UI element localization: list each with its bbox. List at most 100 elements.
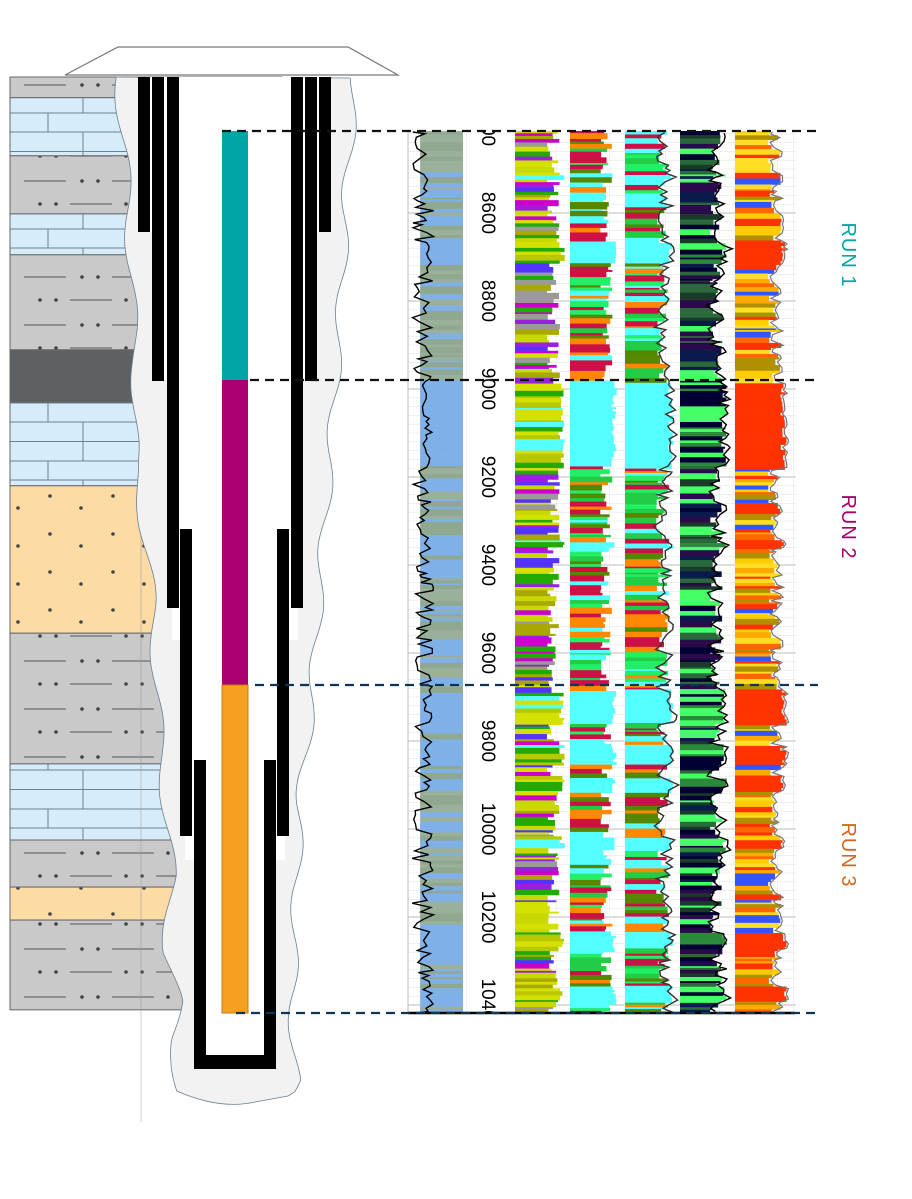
log-fill-band	[680, 300, 717, 303]
log-fill-band	[570, 764, 613, 770]
log-fill-band	[515, 929, 550, 933]
log-fill-band	[625, 423, 671, 426]
log-fill-band	[570, 301, 609, 308]
log-fill-band	[570, 516, 608, 521]
log-fill-band	[735, 583, 775, 587]
log-fill-band	[570, 966, 607, 972]
log-fill-band	[735, 740, 770, 747]
log-fill-band	[625, 669, 659, 672]
log-fill-band	[735, 273, 769, 280]
log-fill-band	[515, 573, 559, 580]
log-fill-band	[680, 966, 720, 969]
log-fill-band	[680, 632, 717, 635]
log-fill-band	[625, 955, 669, 960]
log-fill-band	[625, 610, 661, 615]
log-fill-band	[420, 212, 463, 217]
log-fill-band	[680, 595, 711, 602]
log-fill-band	[625, 340, 661, 346]
log-fill-band	[625, 865, 669, 869]
log-fill-band	[570, 250, 617, 256]
log-fill-band	[735, 729, 773, 732]
log-fill-band	[570, 177, 612, 183]
log-fill-band	[420, 658, 463, 664]
log-fill-band	[570, 520, 608, 523]
log-fill-band	[515, 525, 559, 529]
log-fill-band	[420, 977, 463, 980]
log-fill-band	[420, 396, 463, 402]
log-fill-band	[515, 479, 548, 483]
log-fill-band	[680, 537, 720, 539]
log-fill-band	[625, 440, 674, 445]
log-fill-band	[515, 191, 559, 196]
log-fill-band	[735, 154, 780, 159]
log-fill-band	[625, 517, 657, 524]
log-fill-band	[735, 881, 769, 887]
log-fill-band	[420, 190, 463, 193]
log-fill-band	[420, 778, 463, 782]
log-fill-band	[680, 176, 714, 180]
log-fill-band	[515, 685, 551, 688]
log-fill-band	[420, 826, 463, 833]
log-fill-band	[420, 482, 463, 487]
log-fill-band	[420, 952, 463, 955]
log-fill-band	[735, 502, 778, 510]
log-fill-band	[625, 884, 665, 891]
log-fill-band	[680, 893, 712, 898]
log-fill-band	[570, 670, 602, 675]
log-fill-band	[420, 760, 463, 763]
log-fill-band	[735, 545, 782, 550]
log-fill-band	[515, 397, 562, 403]
log-fill-band	[420, 979, 463, 985]
log-fill-band	[570, 685, 607, 692]
log-fill-band	[570, 295, 609, 299]
log-fill-band	[420, 325, 463, 331]
log-fill-band	[735, 397, 782, 403]
log-fill-band	[680, 466, 716, 470]
log-fill-band	[515, 534, 560, 541]
log-fill-band	[680, 995, 727, 1001]
log-fill-band	[570, 993, 616, 999]
log-fill-band	[625, 772, 661, 779]
log-fill-band	[420, 455, 463, 462]
log-fill-band	[420, 714, 463, 721]
log-fill-band	[735, 218, 782, 223]
log-fill-band	[625, 513, 663, 516]
log-fill-band	[680, 782, 727, 786]
log-fill-band	[420, 627, 463, 631]
log-fill-band	[515, 453, 564, 458]
log-fill-band	[680, 282, 716, 285]
log-fill-band	[570, 335, 609, 339]
log-fill-band	[420, 182, 463, 188]
log-fill-band	[625, 388, 669, 394]
log-fill-band	[515, 635, 549, 638]
log-fill-band	[570, 727, 606, 732]
log-fill-band	[570, 805, 603, 811]
log-fill-band	[515, 785, 563, 792]
log-fill-band	[420, 511, 463, 517]
log-fill-band	[680, 652, 711, 655]
log-fill-band	[680, 298, 717, 301]
log-fill-band	[680, 561, 713, 568]
log-fill-band	[735, 316, 777, 321]
depth-label: 10000	[477, 803, 498, 856]
log-fill-band	[570, 897, 606, 903]
log-fill-band	[570, 430, 613, 434]
log-fill-band	[735, 226, 782, 231]
log-fill-band	[735, 614, 775, 620]
log-fill-band	[680, 589, 712, 596]
log-fill-band	[420, 279, 463, 283]
log-fill-band	[735, 337, 770, 344]
log-fill-band	[680, 566, 716, 572]
log-fill-band	[570, 957, 612, 963]
log-fill-band	[625, 523, 657, 530]
log-fill-band	[735, 797, 773, 801]
log-fill-band	[680, 440, 723, 444]
log-fill-band	[515, 1007, 554, 1010]
log-fill-band	[570, 904, 602, 908]
log-fill-band	[680, 689, 726, 695]
log-fill-band	[735, 613, 769, 616]
log-fill-band	[515, 131, 558, 134]
log-fill-band	[515, 422, 565, 428]
log-fill-band	[515, 482, 560, 486]
log-fill-band	[625, 533, 663, 540]
